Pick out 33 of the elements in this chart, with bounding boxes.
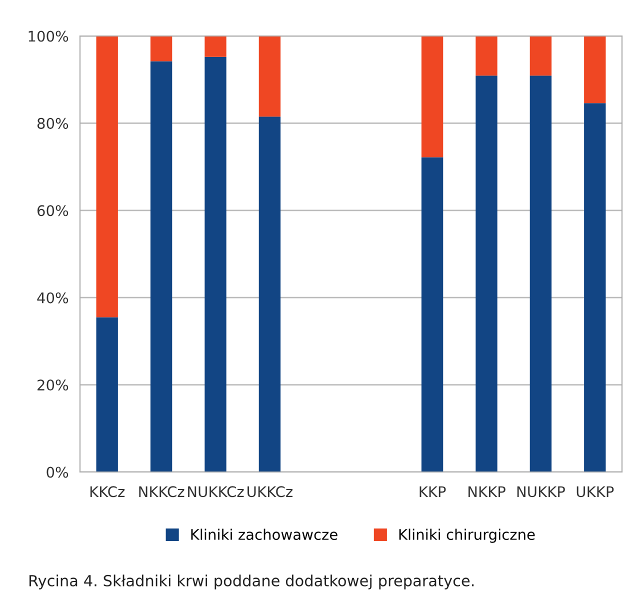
x-tick-label: KKP [420,486,446,497]
bar [421,36,444,158]
bar [204,36,226,57]
bar [258,36,281,117]
y-tick-label: 20% [38,380,68,391]
bar [584,36,606,104]
bar [584,103,606,472]
bar [530,76,552,472]
bar [96,36,118,318]
bar [421,157,444,472]
legend-label: Kliniki zachowawcze [191,528,338,540]
y-tick-label: 60% [37,205,68,216]
legend-label: Kliniki chirurgiczne [399,528,535,543]
x-tick-label: UKKP [576,486,614,498]
text: Rycina 4. Składniki krwi poddane dodatkowej preparatyce. [30,574,474,590]
x-tick-label: NKKCz [139,486,184,498]
bar [150,61,172,472]
x-tick-label: NUKKCz [188,486,244,498]
x-tick-label: KKCz [90,486,125,498]
bar [476,76,498,472]
y-tick-label: 100% [28,30,68,42]
x-tick-label: UKKCz [248,486,292,498]
bar [530,36,552,76]
bar [96,317,118,472]
bar [204,56,226,472]
x-tick-label: NUKKP [517,486,565,498]
x-tick-label: NKKP [468,486,506,497]
bar [258,116,281,472]
y-tick-label: 80% [37,118,68,129]
y-tick-label: 0% [46,466,68,478]
bar [476,36,498,76]
y-tick-label: 40% [37,292,68,304]
bar [150,36,172,62]
